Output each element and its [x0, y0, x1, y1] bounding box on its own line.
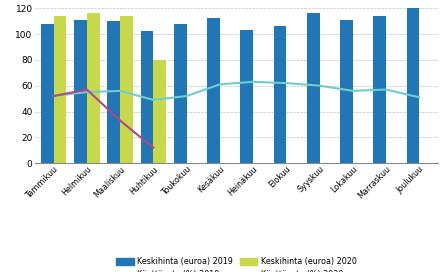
- Bar: [153, 60, 166, 163]
- Bar: [274, 26, 286, 163]
- Bar: [87, 13, 99, 163]
- Bar: [41, 24, 53, 163]
- Bar: [174, 24, 187, 163]
- Bar: [207, 18, 220, 163]
- Bar: [340, 20, 353, 163]
- Bar: [240, 30, 253, 163]
- Bar: [141, 32, 153, 163]
- Bar: [373, 16, 386, 163]
- Bar: [307, 13, 320, 163]
- Legend: Keskihinta (euroa) 2019, Käyttöaste (%) 2019, Keskihinta (euroa) 2020, Käyttöast: Keskihinta (euroa) 2019, Käyttöaste (%) …: [116, 257, 357, 272]
- Bar: [107, 21, 120, 163]
- Bar: [407, 8, 419, 163]
- Bar: [74, 20, 87, 163]
- Bar: [53, 16, 66, 163]
- Bar: [120, 16, 133, 163]
